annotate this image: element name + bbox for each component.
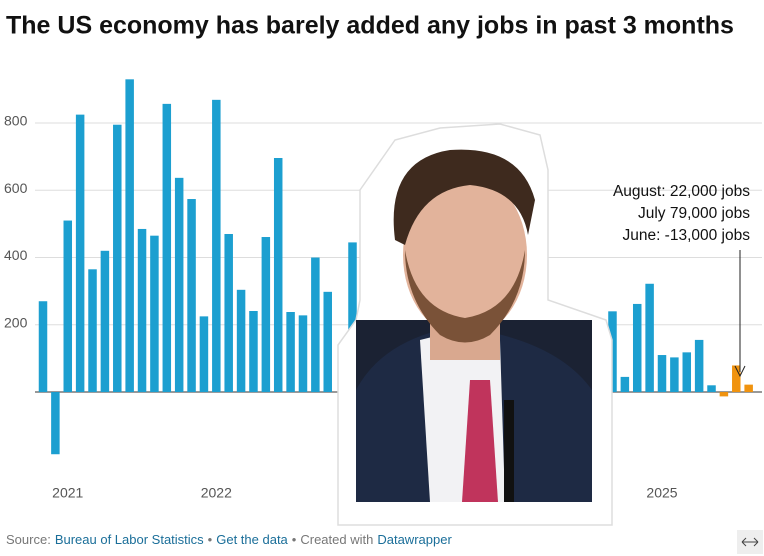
source-label: Source: bbox=[6, 532, 51, 547]
bar bbox=[298, 315, 308, 393]
bar bbox=[657, 355, 667, 393]
bar bbox=[150, 235, 159, 393]
x-tick-label: 2025 bbox=[646, 485, 677, 501]
footer: Source: Bureau of Labor Statistics • Get th… bbox=[6, 532, 452, 547]
bar bbox=[224, 233, 233, 393]
bar bbox=[113, 124, 122, 393]
bar bbox=[348, 242, 357, 393]
bar bbox=[51, 392, 60, 455]
bar bbox=[199, 316, 209, 393]
annotation: July 79,000 jobs bbox=[638, 205, 750, 222]
bar bbox=[187, 199, 196, 393]
bar bbox=[261, 237, 271, 393]
tie bbox=[462, 380, 498, 502]
bar bbox=[719, 392, 729, 397]
bar bbox=[323, 291, 332, 393]
x-tick-label: 2021 bbox=[52, 485, 83, 501]
annotation-arrow bbox=[734, 365, 746, 378]
source[interactable]: Bureau of Labor Statistics bbox=[55, 532, 204, 547]
y-tick-label: 200 bbox=[4, 314, 28, 330]
hair bbox=[393, 149, 535, 245]
face bbox=[403, 173, 527, 337]
bar bbox=[286, 312, 295, 393]
bar bbox=[744, 384, 753, 393]
bar bbox=[137, 228, 147, 393]
bar bbox=[694, 339, 704, 393]
bar bbox=[63, 220, 73, 393]
bar bbox=[125, 79, 134, 393]
microphone bbox=[504, 400, 514, 502]
y-tick-label: 400 bbox=[4, 247, 28, 263]
y-tick-label: 800 bbox=[4, 113, 28, 129]
x-tick-label: 2022 bbox=[201, 485, 232, 501]
credit-link[interactable]: Datawrapper bbox=[377, 532, 452, 547]
bar bbox=[236, 289, 246, 393]
credit: Created with bbox=[300, 532, 373, 547]
separator: • bbox=[292, 532, 297, 547]
bar bbox=[682, 352, 692, 393]
data-link[interactable]: Get the data bbox=[216, 532, 288, 547]
bar bbox=[174, 177, 184, 393]
bar bbox=[100, 250, 110, 393]
bar bbox=[38, 301, 48, 393]
y-tick-label: 600 bbox=[4, 180, 28, 196]
bar bbox=[707, 385, 716, 393]
bar bbox=[162, 103, 172, 393]
chart-title: The US economy has barely added any jobs… bbox=[6, 12, 734, 40]
bar bbox=[212, 99, 221, 393]
bar bbox=[632, 303, 642, 393]
bars bbox=[38, 79, 753, 455]
bar bbox=[670, 357, 679, 393]
photo bbox=[337, 123, 613, 526]
expand-arrows bbox=[741, 537, 759, 547]
bar bbox=[75, 114, 85, 393]
bar bbox=[88, 269, 97, 393]
separator: • bbox=[208, 532, 213, 547]
bar bbox=[645, 283, 654, 393]
bar bbox=[249, 310, 258, 393]
bar bbox=[620, 376, 630, 393]
beard bbox=[405, 250, 525, 343]
bar bbox=[311, 257, 320, 393]
annotation: June: -13,000 jobs bbox=[622, 227, 750, 244]
expand-icon[interactable] bbox=[737, 530, 763, 554]
bar bbox=[732, 365, 741, 393]
bar bbox=[273, 158, 283, 393]
annotation: August: 22,000 jobs bbox=[613, 183, 750, 200]
